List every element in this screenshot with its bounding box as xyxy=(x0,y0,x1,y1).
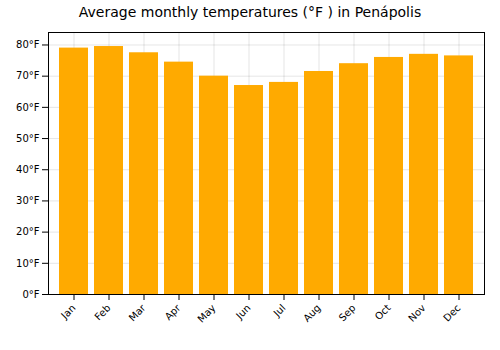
svg-text:20°F: 20°F xyxy=(16,226,40,237)
svg-text:Jul: Jul xyxy=(271,302,288,319)
svg-text:Nov: Nov xyxy=(406,302,428,324)
svg-text:Oct: Oct xyxy=(373,302,393,322)
svg-text:Jun: Jun xyxy=(233,302,253,322)
svg-text:Dec: Dec xyxy=(441,302,462,323)
svg-text:Apr: Apr xyxy=(163,302,184,323)
svg-text:Sep: Sep xyxy=(337,302,358,323)
svg-text:Aug: Aug xyxy=(301,302,323,324)
svg-text:70°F: 70°F xyxy=(16,70,40,81)
svg-text:0°F: 0°F xyxy=(22,289,39,300)
svg-text:30°F: 30°F xyxy=(16,195,40,206)
svg-text:60°F: 60°F xyxy=(16,102,40,113)
svg-text:Jan: Jan xyxy=(58,302,77,321)
svg-text:May: May xyxy=(195,302,217,324)
html-text:Average monthly temperatures (: Average monthly temperatures (°F ) in Pe… xyxy=(78,4,422,20)
svg-text:50°F: 50°F xyxy=(16,133,40,144)
svg-text:Feb: Feb xyxy=(92,302,112,322)
svg-text:Mar: Mar xyxy=(127,302,149,324)
svg-text:10°F: 10°F xyxy=(16,258,40,269)
svg-text:40°F: 40°F xyxy=(16,164,40,175)
svg-text:80°F: 80°F xyxy=(16,39,40,50)
